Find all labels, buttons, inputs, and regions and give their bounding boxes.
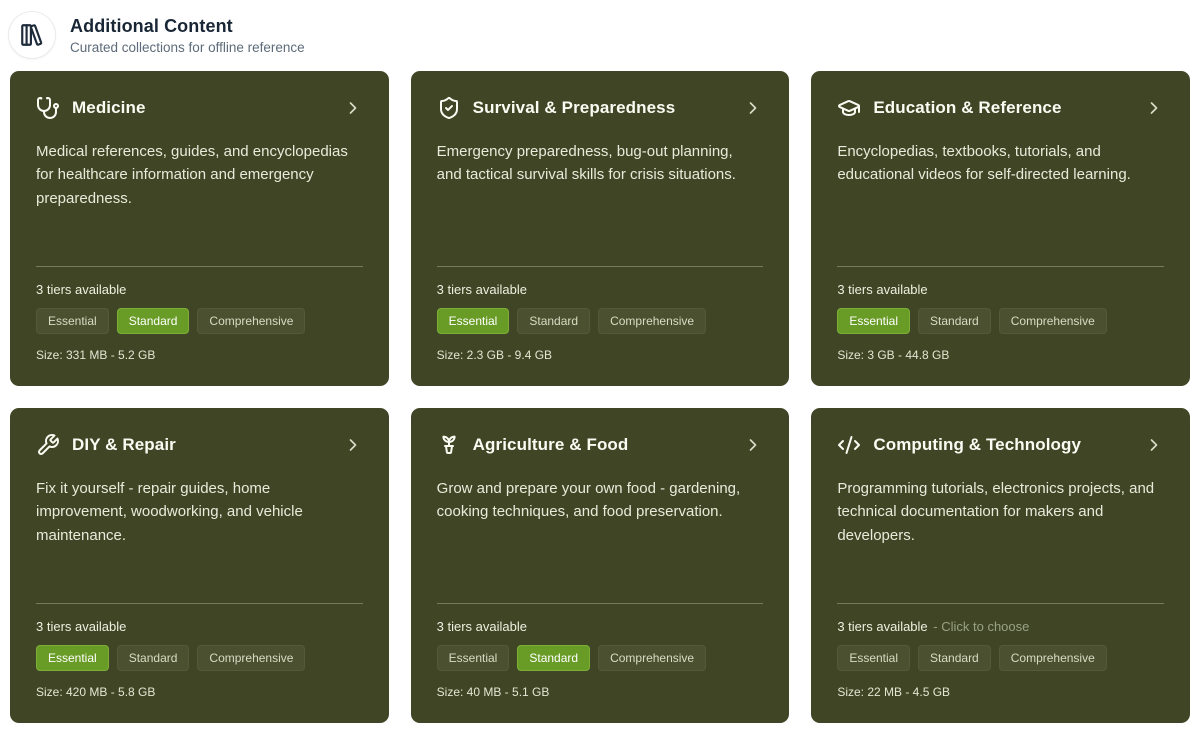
- card-title: Agriculture & Food: [472, 435, 629, 454]
- card-header: Agriculture & Food: [437, 433, 764, 457]
- tier-badge-essential[interactable]: Essential: [36, 644, 109, 671]
- tier-badges: Essential Standard Comprehensive: [436, 307, 764, 334]
- code-icon: [837, 433, 861, 457]
- tier-badges: Essential Standard Comprehensive: [436, 644, 764, 671]
- card-title: Education & Reference: [873, 98, 1062, 117]
- page-title: Additional Content: [70, 15, 233, 36]
- tiers-available-label: 3 tiers available: [36, 281, 127, 297]
- card-header: Medicine: [36, 96, 363, 120]
- graduation-cap-icon: [837, 96, 861, 120]
- card-title: Computing & Technology: [873, 435, 1082, 454]
- card-footer: 3 tiers available Essential Standard Compr…: [36, 602, 363, 699]
- tiers-available-label: 3 tiers available: [837, 281, 928, 297]
- card-description: Medical references, guides, and encyclop…: [36, 143, 348, 207]
- tier-badge-essential[interactable]: Essential: [436, 644, 510, 671]
- tier-badge-essential[interactable]: Essential: [837, 644, 911, 671]
- tier-badges: Essential Standard Comprehensive: [36, 307, 363, 334]
- card-footer: 3 tiers available Essential Standard Compr…: [837, 265, 1164, 362]
- category-card[interactable]: Agriculture & Food Grow and prepare your…: [410, 408, 790, 723]
- card-description: Fix it yourself - repair guides, home im…: [36, 480, 303, 544]
- chevron-right-icon[interactable]: [1144, 98, 1164, 118]
- card-description: Programming tutorials, electronics proje…: [837, 480, 1155, 544]
- tier-badge-comprehensive[interactable]: Comprehensive: [998, 644, 1107, 671]
- divider: [837, 265, 1164, 267]
- tier-badge-standard[interactable]: Standard: [918, 644, 991, 671]
- divider: [436, 265, 764, 267]
- category-card[interactable]: Computing & Technology Programming tutor…: [811, 408, 1190, 723]
- tiers-line: 3 tiers available: [437, 282, 764, 297]
- card-footer: 3 tiers available Essential Standard Compr…: [436, 602, 764, 699]
- tier-badge-essential[interactable]: Essential: [36, 307, 109, 334]
- card-header: Computing & Technology: [837, 433, 1164, 457]
- card-description: Encyclopedias, textbooks, tutorials, and…: [837, 143, 1131, 184]
- chevron-right-icon[interactable]: [343, 98, 363, 118]
- card-header: Education & Reference: [837, 96, 1164, 120]
- shield-check-icon: [437, 96, 461, 120]
- card-description: Emergency preparedness, bug-out planning…: [436, 143, 736, 184]
- card-footer: 3 tiers available - Click to choose Esse…: [837, 602, 1164, 699]
- tier-badge-comprehensive[interactable]: Comprehensive: [598, 644, 707, 671]
- size-label: Size: 420 MB - 5.8 GB: [36, 685, 156, 699]
- tier-badge-essential[interactable]: Essential: [436, 307, 510, 334]
- chevron-right-icon[interactable]: [743, 435, 763, 455]
- tiers-line: 3 tiers available: [36, 282, 363, 297]
- tier-badge-standard[interactable]: Standard: [517, 644, 591, 671]
- wrench-icon: [36, 433, 60, 457]
- divider: [436, 602, 764, 604]
- tier-badges: Essential Standard Comprehensive: [837, 644, 1164, 671]
- stethoscope-icon: [36, 96, 60, 120]
- card-description: Grow and prepare your own food - gardeni…: [436, 480, 741, 521]
- card-footer: 3 tiers available Essential Standard Compr…: [36, 265, 363, 362]
- tier-badge-comprehensive[interactable]: Comprehensive: [197, 644, 306, 671]
- page-subtitle: Curated collections for offline referenc…: [70, 39, 305, 55]
- tier-badges: Essential Standard Comprehensive: [36, 644, 363, 671]
- tier-badge-standard[interactable]: Standard: [116, 644, 190, 671]
- tier-badge-standard[interactable]: Standard: [116, 307, 190, 334]
- card-header: DIY & Repair: [36, 433, 363, 457]
- tier-badges: Essential Standard Comprehensive: [837, 307, 1164, 334]
- tiers-line: 3 tiers available: [36, 619, 363, 634]
- tiers-line: 3 tiers available - Click to choose: [837, 619, 1164, 634]
- size-label: Size: 40 MB - 5.1 GB: [436, 685, 550, 699]
- card-title: Medicine: [72, 98, 146, 117]
- size-label: Size: 331 MB - 5.2 GB: [36, 348, 156, 362]
- chevron-right-icon[interactable]: [743, 98, 763, 118]
- tier-badge-standard[interactable]: Standard: [517, 307, 591, 334]
- category-card[interactable]: Medicine Medical references, guides, and…: [10, 71, 389, 386]
- card-title: Survival & Preparedness: [472, 98, 676, 117]
- tier-badge-comprehensive[interactable]: Comprehensive: [598, 307, 707, 334]
- size-label: Size: 2.3 GB - 9.4 GB: [436, 348, 553, 362]
- tiers-line: 3 tiers available: [437, 619, 764, 634]
- size-label: Size: 3 GB - 44.8 GB: [837, 348, 950, 362]
- divider: [837, 602, 1164, 604]
- divider: [36, 265, 363, 267]
- card-title: DIY & Repair: [72, 435, 176, 454]
- size-label: Size: 22 MB - 4.5 GB: [837, 685, 951, 699]
- click-to-choose-hint[interactable]: - Click to choose: [933, 618, 1030, 634]
- tiers-line: 3 tiers available: [837, 282, 1164, 297]
- library-icon: [8, 11, 56, 59]
- tiers-available-label: 3 tiers available: [36, 618, 127, 634]
- tier-badge-essential[interactable]: Essential: [837, 307, 911, 334]
- category-card[interactable]: Survival & Preparedness Emergency prepar…: [410, 71, 790, 386]
- card-footer: 3 tiers available Essential Standard Compr…: [436, 265, 764, 362]
- content-grid: Medicine Medical references, guides, and…: [0, 69, 1200, 733]
- category-card[interactable]: DIY & Repair Fix it yourself - repair gu…: [10, 408, 389, 723]
- seedling-icon: [437, 433, 461, 457]
- tier-badge-standard[interactable]: Standard: [918, 307, 991, 334]
- card-header: Survival & Preparedness: [437, 96, 764, 120]
- page-header: Additional Content Curated collections f…: [0, 0, 1200, 69]
- tiers-available-label: 3 tiers available: [436, 281, 527, 297]
- chevron-right-icon[interactable]: [1144, 435, 1164, 455]
- tiers-available-label: 3 tiers available: [436, 618, 527, 634]
- chevron-right-icon[interactable]: [343, 435, 363, 455]
- tiers-available-label: 3 tiers available: [837, 618, 928, 634]
- tier-badge-comprehensive[interactable]: Comprehensive: [998, 307, 1107, 334]
- category-card[interactable]: Education & Reference Encyclopedias, tex…: [811, 71, 1190, 386]
- tier-badge-comprehensive[interactable]: Comprehensive: [197, 307, 306, 334]
- divider: [36, 602, 363, 604]
